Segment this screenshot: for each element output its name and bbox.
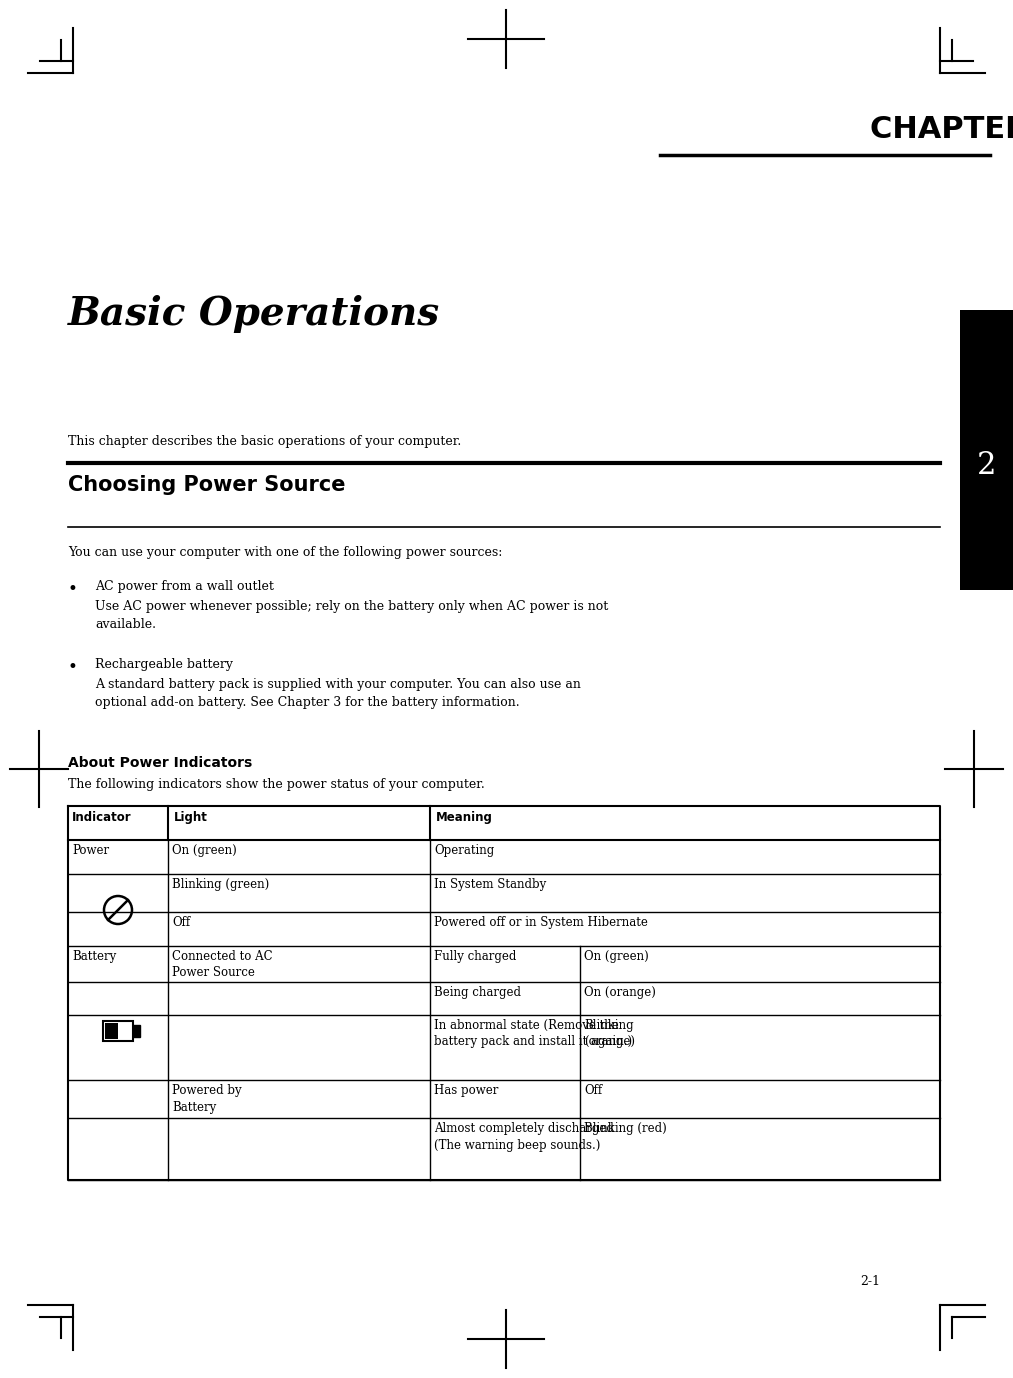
Text: Operating: Operating xyxy=(434,843,494,857)
Text: Off: Off xyxy=(172,916,190,929)
Text: •: • xyxy=(68,580,78,598)
Bar xyxy=(103,1021,133,1040)
Text: The following indicators show the power status of your computer.: The following indicators show the power … xyxy=(68,779,485,791)
Text: Powered off or in System Hibernate: Powered off or in System Hibernate xyxy=(434,916,648,929)
Text: Meaning: Meaning xyxy=(436,812,493,824)
Text: You can use your computer with one of the following power sources:: You can use your computer with one of th… xyxy=(68,546,502,559)
Text: Powered by
Battery: Powered by Battery xyxy=(172,1084,242,1113)
Text: On (green): On (green) xyxy=(585,949,648,963)
Text: Basic Operations: Basic Operations xyxy=(68,295,440,333)
Text: Battery: Battery xyxy=(72,949,116,963)
Text: On (green): On (green) xyxy=(172,843,237,857)
Text: AC power from a wall outlet: AC power from a wall outlet xyxy=(95,580,274,593)
Text: In abnormal state (Remove the
battery pack and install it again.): In abnormal state (Remove the battery pa… xyxy=(434,1018,632,1049)
Bar xyxy=(960,310,1013,590)
Text: A standard battery pack is supplied with your computer. You can also use an
opti: A standard battery pack is supplied with… xyxy=(95,678,580,710)
Text: CHAPTER 2: CHAPTER 2 xyxy=(870,114,1013,143)
Bar xyxy=(105,1022,118,1039)
Text: About Power Indicators: About Power Indicators xyxy=(68,757,252,770)
Text: Blinking (green): Blinking (green) xyxy=(172,878,269,892)
Text: •: • xyxy=(68,659,78,677)
Text: Light: Light xyxy=(174,812,208,824)
Text: In System Standby: In System Standby xyxy=(434,878,546,892)
Text: Rechargeable battery: Rechargeable battery xyxy=(95,659,233,671)
Text: Fully charged: Fully charged xyxy=(434,949,517,963)
Text: Choosing Power Source: Choosing Power Source xyxy=(68,475,345,495)
Text: 2: 2 xyxy=(977,449,996,481)
Text: Almost completely discharged
(The warning beep sounds.): Almost completely discharged (The warnin… xyxy=(434,1122,614,1152)
Text: Power: Power xyxy=(72,843,109,857)
Text: Connected to AC
Power Source: Connected to AC Power Source xyxy=(172,949,272,980)
Text: Blinking (red): Blinking (red) xyxy=(585,1122,667,1135)
Text: 2-1: 2-1 xyxy=(860,1275,880,1288)
Text: On (orange): On (orange) xyxy=(585,987,655,999)
Text: This chapter describes the basic operations of your computer.: This chapter describes the basic operati… xyxy=(68,435,461,448)
Text: Off: Off xyxy=(585,1084,602,1097)
Text: Blinking
(orange): Blinking (orange) xyxy=(585,1018,635,1049)
Bar xyxy=(133,1025,140,1038)
Text: Has power: Has power xyxy=(434,1084,498,1097)
Text: Indicator: Indicator xyxy=(72,812,132,824)
Text: Use AC power whenever possible; rely on the battery only when AC power is not
av: Use AC power whenever possible; rely on … xyxy=(95,599,608,631)
Text: Being charged: Being charged xyxy=(434,987,521,999)
